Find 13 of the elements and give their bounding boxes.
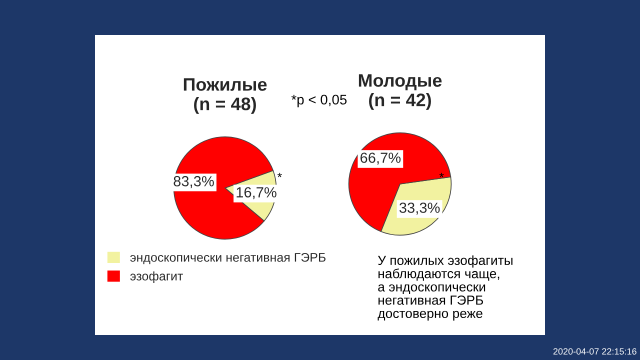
chart-title: Пожилые (n = 48) <box>184 78 267 114</box>
text: 2020-04-07 22:15:16 <box>553 348 636 355</box>
text: * <box>439 172 444 178</box>
legend-label: эндоскопически негативная ГЭРБ <box>130 252 326 264</box>
text: *p < 0,05 <box>291 94 347 108</box>
data-label: 16,7% <box>236 187 276 200</box>
data-label: 83,3% <box>174 176 214 188</box>
text: У пожилых эзофагиты наблюдаются чаще, а эндоскопически негативная ГЭРБ достоверно реже <box>378 255 512 321</box>
text: * <box>277 172 282 178</box>
data-label: 33,3% <box>399 202 440 215</box>
chart-title: Молодые (n = 42) <box>358 74 442 110</box>
legend-label: эзофагит <box>130 271 183 283</box>
data-label: 66,7% <box>360 152 401 165</box>
